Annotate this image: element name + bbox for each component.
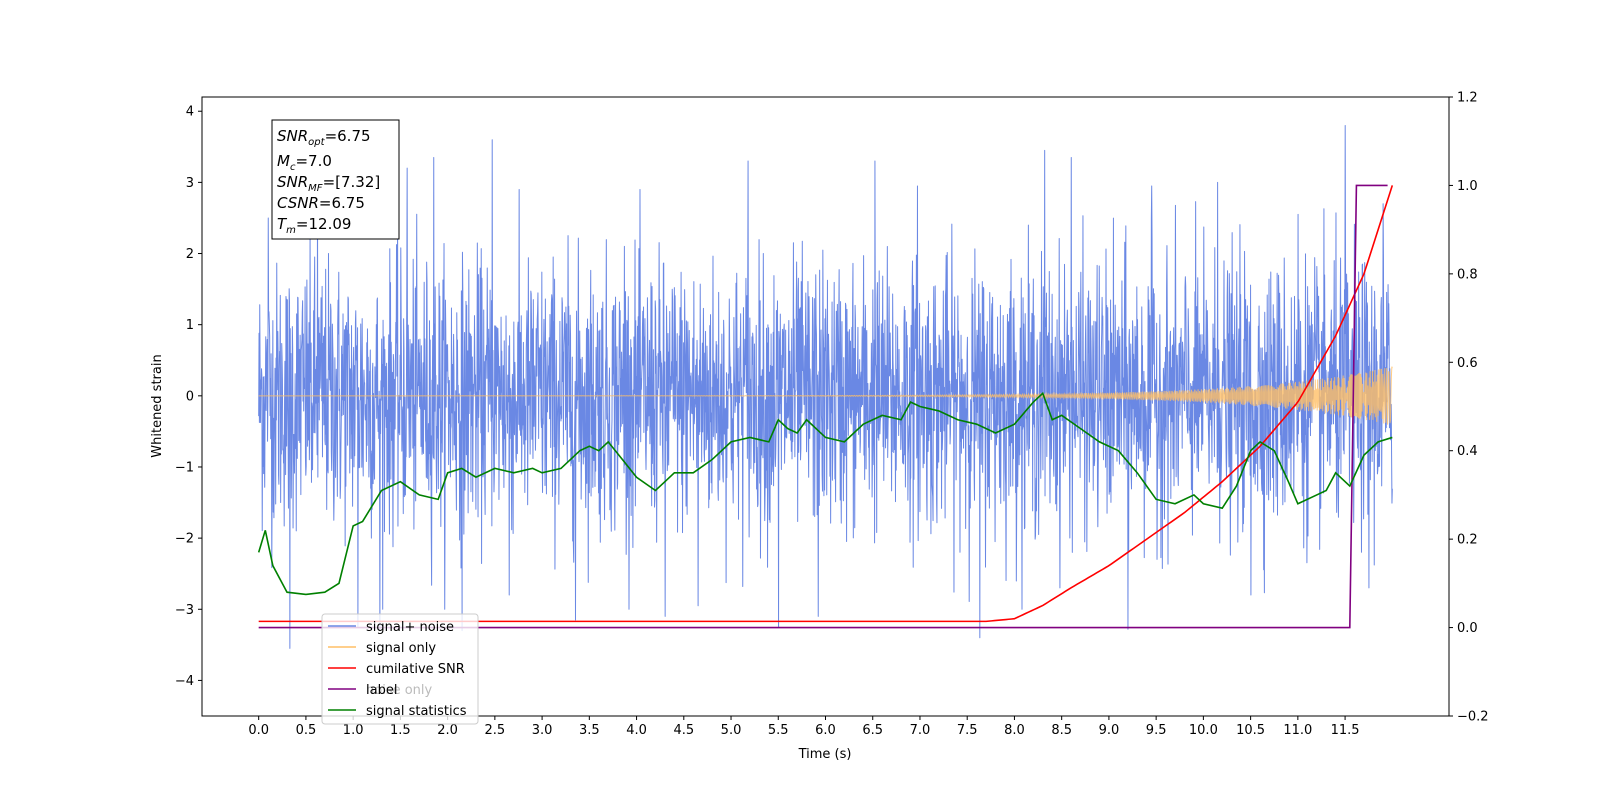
x-tick-label: 1.5 xyxy=(390,723,411,738)
y-left-tick-label: 3 xyxy=(186,176,194,191)
y-right-tick-label: 0.6 xyxy=(1457,356,1478,371)
y-left-tick-label: −1 xyxy=(175,460,194,475)
series-signal-plus-noise xyxy=(258,124,1393,649)
x-tick-label: 6.5 xyxy=(862,723,883,738)
x-tick-label: 10.0 xyxy=(1189,723,1218,738)
x-tick-label: 6.0 xyxy=(815,723,836,738)
info-snr-opt: SNRopt=6.75 xyxy=(277,127,371,148)
y-left-tick-label: 0 xyxy=(186,389,194,404)
x-axis-label: Time (s) xyxy=(798,747,852,762)
x-tick-label: 8.5 xyxy=(1051,723,1072,738)
info-box: SNRopt=6.75 Mc=7.0 SNRMF=[7.32] CSNR=6.7… xyxy=(271,119,400,240)
legend-behind-noise-only: noise only xyxy=(366,683,433,698)
x-tick-label: 4.0 xyxy=(626,723,647,738)
y-left-tick-label: 4 xyxy=(186,105,194,120)
y-left-tick-label: −4 xyxy=(175,674,194,689)
y-left-tick-label: −3 xyxy=(175,603,194,618)
legend-label-signal-plus-noise: signal+ noise xyxy=(366,620,454,635)
x-tick-label: 1.0 xyxy=(343,723,364,738)
x-tick-label: 5.0 xyxy=(721,723,742,738)
x-tick-label: 10.5 xyxy=(1236,723,1265,738)
x-tick-label: 9.5 xyxy=(1146,723,1167,738)
legend-label-label: label xyxy=(366,683,397,698)
x-tick-label: 5.5 xyxy=(768,723,789,738)
info-mc: Mc=7.0 xyxy=(277,152,332,173)
series-signal-only xyxy=(258,366,1393,425)
y-right-tick-label: 0.8 xyxy=(1457,267,1478,282)
x-tick-label: 2.5 xyxy=(485,723,506,738)
legend-label-signal-statistics: signal statistics xyxy=(366,704,467,719)
x-tick-label: 7.5 xyxy=(957,723,978,738)
legend-label-signal-only: signal only xyxy=(366,641,436,656)
x-tick-label: 2.0 xyxy=(437,723,458,738)
x-tick-label: 0.0 xyxy=(248,723,269,738)
y-left-tick-label: −2 xyxy=(175,532,194,547)
x-tick-label: 0.5 xyxy=(296,723,317,738)
legend: noise only signal+ noise signal only cum… xyxy=(321,613,479,725)
y-right-tick-label: 0.0 xyxy=(1457,621,1478,636)
x-tick-label: 9.0 xyxy=(1099,723,1120,738)
series-label xyxy=(258,184,1388,629)
y-axis-right-ticks: −0.2 0.0 0.2 0.4 0.6 0.8 1.0 1.2 xyxy=(1449,91,1489,725)
y-right-tick-label: 1.2 xyxy=(1457,91,1478,106)
info-csnr: CSNR=6.75 xyxy=(277,194,365,212)
y-left-tick-label: 1 xyxy=(186,318,194,333)
y-axis-label: Whitened strain xyxy=(150,354,165,457)
y-axis-left-ticks: −4 −3 −2 −1 0 1 2 3 4 xyxy=(175,105,202,689)
y-right-tick-label: 0.2 xyxy=(1457,533,1478,548)
x-tick-label: 3.0 xyxy=(532,723,553,738)
y-right-tick-label: −0.2 xyxy=(1457,710,1489,725)
x-tick-label: 11.5 xyxy=(1331,723,1360,738)
y-right-tick-label: 1.0 xyxy=(1457,179,1478,194)
info-tm: Tm=12.09 xyxy=(277,215,351,236)
series-signal-statistics xyxy=(257,391,1393,596)
x-tick-label: 3.5 xyxy=(579,723,600,738)
x-axis-ticks: 0.0 0.5 1.0 1.5 2.0 2.5 3.0 3.5 4.0 4.5 5.0 5.5 6.0 6… xyxy=(248,716,1360,738)
info-snr-mf: SNRMF=[7.32] xyxy=(277,173,380,194)
x-tick-label: 8.0 xyxy=(1004,723,1025,738)
x-tick-label: 4.5 xyxy=(673,723,694,738)
y-left-tick-label: 2 xyxy=(186,247,194,262)
x-tick-label: 11.0 xyxy=(1283,723,1312,738)
plot-series-layer xyxy=(257,124,1394,649)
legend-label-cumilative-snr: cumilative SNR xyxy=(366,662,465,677)
x-tick-label: 7.0 xyxy=(910,723,931,738)
y-right-tick-label: 0.4 xyxy=(1457,444,1478,459)
